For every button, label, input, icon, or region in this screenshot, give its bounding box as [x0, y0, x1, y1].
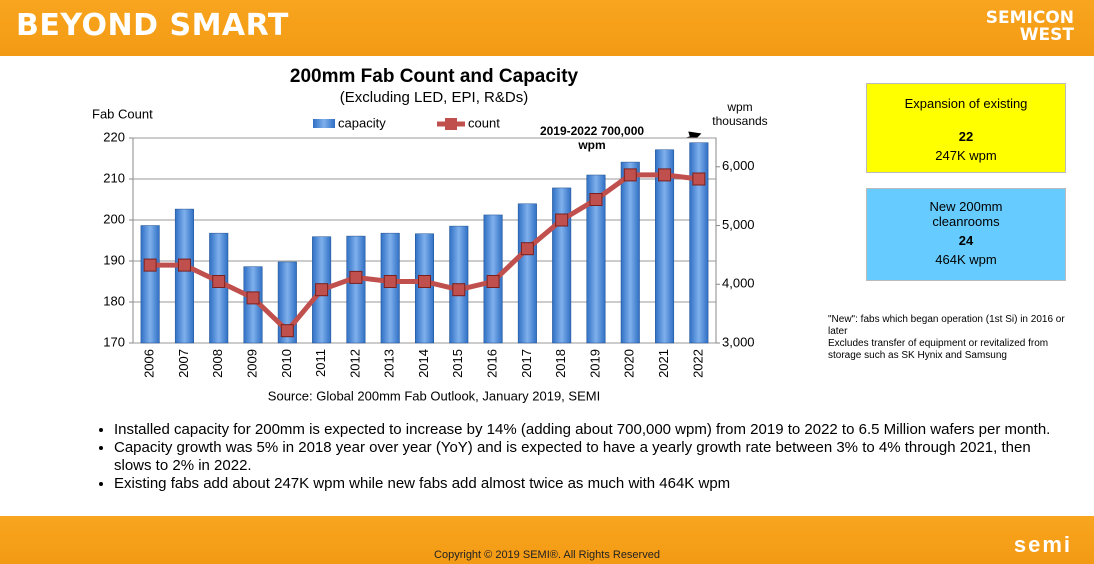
marker [143, 258, 157, 272]
x-tick-label: 2021 [656, 349, 671, 378]
bar [586, 174, 606, 344]
marker [555, 213, 569, 227]
bar [655, 149, 675, 344]
y2-axis-label: wpm thousands [712, 100, 768, 128]
annotation: 2019-2022 700,000 wpm [539, 124, 645, 152]
info-box: New 200mm cleanrooms 24 464K wpm [866, 188, 1066, 281]
bar [209, 232, 229, 344]
y2-tick-label: 6,000 [722, 158, 755, 173]
x-tick-label: 2019 [587, 349, 602, 378]
source: Source: Global 200mm Fab Outlook, Januar… [268, 388, 600, 403]
bullet-list: Installed capacity for 200mm is expected… [86, 421, 1054, 493]
y-tick-label: 200 [103, 211, 125, 226]
x-tick-label: 2013 [382, 349, 397, 378]
logo: WEST [1019, 25, 1074, 45]
marker [658, 168, 672, 182]
marker [418, 275, 431, 288]
bullet: Capacity growth was 5% in 2018 year over… [114, 439, 1054, 475]
legend-label: count [468, 115, 500, 130]
y2-tick-label: 5,000 [722, 217, 755, 232]
x-tick-label: 2022 [690, 349, 705, 378]
x-tick-label: 2010 [279, 349, 294, 378]
note: "New": fabs which began operation (1st S… [828, 314, 1073, 362]
x-tick-label: 2015 [450, 349, 465, 378]
box-count: 24 [958, 233, 974, 248]
header-title: BEYOND SMART [16, 8, 289, 43]
marker [520, 242, 534, 256]
x-tick-label: 2012 [347, 349, 362, 378]
bullet: Installed capacity for 200mm is expected… [114, 421, 1054, 439]
y-tick-label: 190 [103, 252, 125, 267]
chart: 200mm Fab Count and Capacity (Excluding … [92, 66, 755, 403]
bar [346, 235, 366, 344]
legend-label: capacity [338, 115, 386, 130]
y-tick-label: 220 [103, 129, 125, 144]
bar [620, 161, 640, 344]
copyright: Copyright © 2019 SEMI®. All Rights Reser… [434, 549, 660, 561]
box-capacity: 247K wpm [935, 148, 997, 163]
note-line: "New": fabs which began operation (1st S… [828, 314, 1065, 337]
x-tick-label: 2017 [519, 349, 534, 378]
marker [452, 283, 466, 297]
marker [623, 168, 637, 182]
y-tick-label: 170 [103, 334, 125, 349]
marker [692, 172, 706, 186]
x-tick-label: 2007 [176, 349, 191, 378]
legend-swatch [445, 118, 457, 130]
footer-band [0, 516, 1094, 564]
y-tick-label: 210 [103, 170, 125, 185]
x-tick-label: 2014 [416, 349, 431, 378]
logo: SEMICON [985, 8, 1074, 28]
bar [380, 232, 400, 344]
bar [174, 208, 194, 344]
marker [177, 258, 191, 272]
marker [315, 283, 329, 297]
marker [349, 270, 363, 284]
x-tick-label: 2016 [485, 349, 500, 378]
marker [383, 275, 397, 288]
marker [589, 193, 603, 206]
note-line: Excludes transfer of equipment or revita… [828, 338, 1049, 361]
legend-swatch [313, 119, 335, 128]
info-box: Expansion of existing 22 247K wpm [866, 83, 1066, 173]
bar [517, 203, 537, 344]
footer-logo: semi [1013, 532, 1072, 557]
bar [414, 233, 435, 344]
x-tick-label: 2011 [313, 349, 328, 377]
chart-subtitle: (Excluding LED, EPI, R&Ds) [340, 89, 528, 106]
x-tick-label: 2008 [210, 349, 225, 378]
marker [212, 275, 226, 288]
bullet: Existing fabs add about 247K wpm while n… [114, 475, 1054, 493]
marker [280, 324, 294, 338]
y2-tick-label: 3,000 [722, 334, 755, 349]
x-tick-label: 2018 [553, 349, 568, 378]
marker [486, 275, 500, 288]
y-tick-label: 180 [103, 293, 125, 308]
box-title: Expansion of existing [904, 96, 1028, 111]
box-capacity: 464K wpm [935, 252, 997, 267]
header-band [0, 0, 1094, 56]
x-tick-label: 2006 [142, 349, 157, 378]
marker [246, 291, 260, 305]
box-count: 22 [958, 129, 974, 144]
chart-title: 200mm Fab Count and Capacity [290, 66, 579, 87]
bar [140, 225, 160, 344]
bar [689, 142, 709, 344]
x-tick-label: 2009 [244, 349, 259, 378]
y2-tick-label: 4,000 [722, 276, 755, 291]
y-axis-label: Fab Count [92, 106, 153, 121]
box-title: New 200mm cleanrooms [929, 199, 1003, 229]
bar [552, 187, 572, 344]
x-tick-label: 2020 [622, 349, 637, 378]
